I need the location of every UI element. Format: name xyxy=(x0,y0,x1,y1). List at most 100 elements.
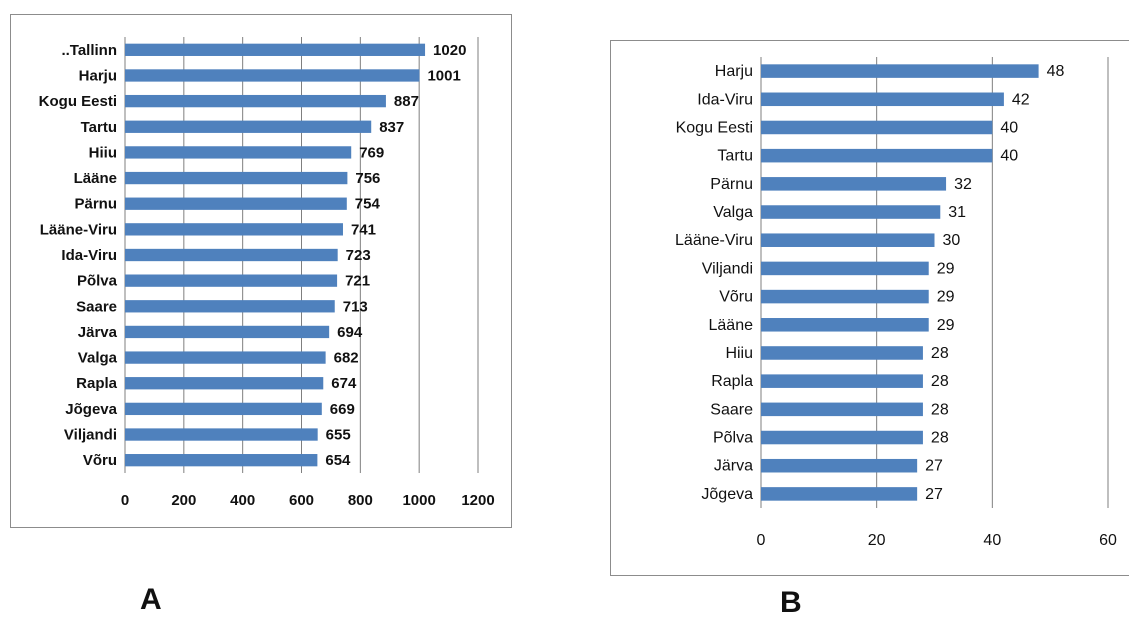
category-label-a-2: Kogu Eesti xyxy=(39,93,117,110)
category-label-b-4: Pärnu xyxy=(710,176,753,193)
value-label-a-14: 669 xyxy=(330,401,355,418)
bar-a-8 xyxy=(125,248,338,262)
category-label-b-12: Saare xyxy=(710,401,753,418)
chart-panel-a: ..Tallinn 1020 Harju 1001 Kogu Eesti 887 Tartu… xyxy=(10,14,512,528)
x-tick-label-b-40: 40 xyxy=(983,532,1001,549)
category-label-a-9: Põlva xyxy=(77,273,118,290)
category-label-b-6: Lääne-Viru xyxy=(675,232,753,249)
bar-a-15 xyxy=(125,428,318,441)
bar-a-5 xyxy=(125,171,348,185)
value-label-b-12: 28 xyxy=(931,401,949,418)
category-label-a-4: Hiiu xyxy=(89,144,117,161)
category-label-a-7: Lääne-Viru xyxy=(40,221,117,238)
value-label-a-15: 655 xyxy=(326,427,351,444)
value-label-a-10: 713 xyxy=(343,298,368,315)
value-label-a-4: 769 xyxy=(359,144,384,161)
category-label-a-6: Pärnu xyxy=(74,196,117,213)
bar-a-12 xyxy=(125,351,326,364)
bar-b-8 xyxy=(761,289,929,304)
chart-panel-b: Harju 48 Ida-Viru 42 Kogu Eesti 40 Tartu 40 Pärn… xyxy=(610,40,1129,576)
bar-b-3 xyxy=(761,148,993,163)
category-label-a-5: Lääne xyxy=(74,170,117,187)
bar-a-1 xyxy=(125,69,420,82)
bar-b-13 xyxy=(761,430,923,445)
value-label-a-2: 887 xyxy=(394,93,419,110)
value-label-b-5: 31 xyxy=(948,204,966,221)
bar-a-16 xyxy=(125,454,318,467)
x-tick-label-a-800: 800 xyxy=(348,492,373,509)
x-tick-label-a-1200: 1200 xyxy=(461,492,494,509)
value-label-b-1: 42 xyxy=(1012,91,1030,108)
value-label-b-7: 29 xyxy=(937,260,955,277)
bar-b-5 xyxy=(761,205,941,219)
category-label-a-1: Harju xyxy=(79,67,117,84)
value-label-a-11: 694 xyxy=(337,324,363,341)
bar-b-0 xyxy=(761,64,1039,78)
category-label-b-15: Jõgeva xyxy=(701,486,753,503)
value-label-b-9: 29 xyxy=(937,317,955,334)
value-label-b-4: 32 xyxy=(954,176,972,193)
bar-b-12 xyxy=(761,402,923,417)
category-label-b-5: Valga xyxy=(713,204,753,221)
value-label-b-14: 27 xyxy=(925,458,943,475)
category-label-b-14: Järva xyxy=(714,458,753,475)
category-label-a-12: Valga xyxy=(78,350,118,367)
bar-b-6 xyxy=(761,233,935,247)
category-label-a-11: Järva xyxy=(78,324,118,341)
bar-a-13 xyxy=(125,377,324,390)
bar-b-10 xyxy=(761,346,923,360)
bar-a-14 xyxy=(125,402,322,416)
value-label-a-3: 837 xyxy=(379,119,404,136)
bar-b-14 xyxy=(761,458,918,473)
category-label-a-13: Rapla xyxy=(76,375,118,392)
chart-a-svg: ..Tallinn 1020 Harju 1001 Kogu Eesti 887 Tartu… xyxy=(39,37,495,509)
bar-b-11 xyxy=(761,374,923,388)
value-label-b-15: 27 xyxy=(925,486,943,503)
bar-a-7 xyxy=(125,223,343,236)
category-label-b-7: Viljandi xyxy=(702,260,753,277)
category-label-b-10: Hiiu xyxy=(725,345,753,362)
category-label-a-14: Jõgeva xyxy=(65,401,117,418)
bar-b-15 xyxy=(761,487,918,501)
panel-letter-b: B xyxy=(780,586,802,619)
value-label-a-16: 654 xyxy=(325,452,351,469)
bar-b-4 xyxy=(761,177,947,191)
value-label-a-0: 1020 xyxy=(433,42,466,59)
value-label-b-0: 48 xyxy=(1047,63,1065,80)
x-tick-label-a-600: 600 xyxy=(289,492,314,509)
bar-a-0 xyxy=(125,43,426,56)
value-label-a-13: 674 xyxy=(331,375,357,392)
bar-b-9 xyxy=(761,318,929,332)
category-label-b-8: Võru xyxy=(719,289,753,306)
category-label-b-13: Põlva xyxy=(713,430,753,447)
bar-b-7 xyxy=(761,261,929,276)
bar-b-2 xyxy=(761,120,993,135)
value-label-b-3: 40 xyxy=(1000,148,1018,165)
value-label-a-9: 721 xyxy=(345,273,370,290)
x-tick-label-b-0: 0 xyxy=(757,532,766,549)
category-label-a-16: Võru xyxy=(83,452,117,469)
value-label-b-10: 28 xyxy=(931,345,949,362)
bar-a-2 xyxy=(125,94,386,108)
bar-b-1 xyxy=(761,92,1004,107)
bar-a-3 xyxy=(125,120,372,133)
value-label-a-8: 723 xyxy=(346,247,371,264)
value-label-a-7: 741 xyxy=(351,221,376,238)
value-label-b-11: 28 xyxy=(931,373,949,390)
bar-a-6 xyxy=(125,197,347,210)
value-label-b-2: 40 xyxy=(1000,119,1018,136)
category-label-b-2: Kogu Eesti xyxy=(676,119,753,136)
category-label-b-0: Harju xyxy=(715,63,753,80)
value-label-a-12: 682 xyxy=(334,350,359,367)
value-label-a-6: 754 xyxy=(355,196,381,213)
category-label-a-0: ..Tallinn xyxy=(61,42,117,59)
category-label-b-3: Tartu xyxy=(717,148,753,165)
category-label-b-1: Ida-Viru xyxy=(697,91,753,108)
category-label-b-9: Lääne xyxy=(709,317,754,334)
value-label-a-1: 1001 xyxy=(427,67,460,84)
category-label-a-3: Tartu xyxy=(81,119,117,136)
value-label-b-8: 29 xyxy=(937,289,955,306)
category-label-b-11: Rapla xyxy=(711,373,753,390)
value-label-b-6: 30 xyxy=(943,232,961,249)
x-tick-label-b-60: 60 xyxy=(1099,532,1117,549)
